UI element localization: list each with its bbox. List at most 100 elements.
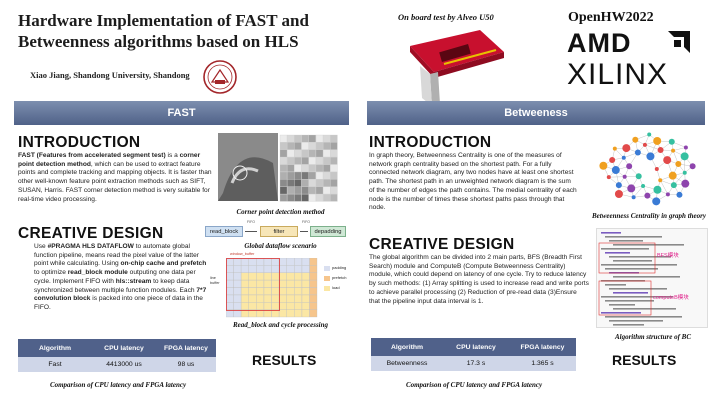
graph-node <box>668 171 677 180</box>
buffer-cell <box>286 309 295 318</box>
amd-logo-text: AMD <box>567 28 632 58</box>
fast-creative-seg: to automate global function pipeline, me… <box>34 243 199 268</box>
table-cell: 4413000 us <box>92 357 156 372</box>
buffer-cell <box>256 294 264 303</box>
computeb-box <box>598 280 652 316</box>
fast-creative-pragma: #PRAGMA HLS DATAFLOW <box>47 243 134 250</box>
graph-node <box>680 152 689 161</box>
buffer-cell <box>226 280 234 288</box>
pixel-cell <box>294 164 302 172</box>
pixel-cell <box>301 194 309 202</box>
buffer-cell <box>286 265 295 273</box>
code-line <box>601 248 649 250</box>
dataflow-diagram: read_block FIFO filter FIFO depadding <box>205 220 346 238</box>
buffer-cell <box>226 294 234 303</box>
table-header-row: Algorithm CPU latency FPGA latency <box>371 338 576 356</box>
fast-creative-seg: to optimize <box>34 269 68 277</box>
table-cell: Fast <box>18 357 92 372</box>
buffer-cell <box>294 272 302 281</box>
code-line <box>605 284 626 286</box>
fast-latency-table: Algorithm CPU latency FPGA latency Fast … <box>18 339 216 372</box>
graph-node <box>646 152 655 161</box>
dataflow-fifo-label: FIFO <box>302 220 310 224</box>
buffer-cell <box>309 302 318 310</box>
buffer-cell <box>286 280 295 288</box>
code-line <box>613 276 680 278</box>
graph-node <box>670 182 677 189</box>
buffer-cell <box>248 309 257 318</box>
table-cell: Betweenness <box>371 356 443 371</box>
network-graph-image <box>599 132 696 206</box>
fast-creative-seg: Use <box>34 243 48 250</box>
pixel-cell <box>279 194 288 202</box>
fast-creative-seg: is packed into one piece of data in the … <box>34 295 203 311</box>
table-header: Algorithm <box>18 339 92 357</box>
buffer-cell <box>226 302 234 310</box>
buffer-cell <box>233 309 242 318</box>
buffer-cell <box>256 258 264 266</box>
fast-intro-text: FAST (Features from accelerated segment … <box>18 152 218 204</box>
buffer-cell <box>271 302 280 310</box>
pixel-cell <box>294 134 302 143</box>
pixel-cell <box>308 149 316 158</box>
buffer-cell <box>301 265 310 273</box>
table-cell: 17.3 s <box>443 356 509 371</box>
pixel-cell <box>323 179 331 187</box>
pixel-cell <box>301 142 309 150</box>
bc-intro-heading: INTRODUCTION <box>369 134 492 151</box>
window-outline <box>226 258 280 311</box>
pixel-cell <box>294 157 302 165</box>
buffer-cell <box>263 287 272 295</box>
buffer-cell <box>248 302 257 310</box>
pixel-cell <box>287 171 295 180</box>
buffer-cell <box>256 280 264 288</box>
pixel-cell <box>279 149 288 158</box>
code-line <box>613 324 644 326</box>
pixel-cell <box>323 142 331 150</box>
fast-creative-heading: CREATIVE DESIGN <box>18 225 164 242</box>
code-listing-image: BFS模块 computeB模块 <box>596 228 708 328</box>
fast-creative-seg: to keep data synchronized between multip… <box>34 277 197 294</box>
fast-results-heading: RESULTS <box>252 352 317 368</box>
pixel-cell <box>315 149 324 158</box>
graph-caption: Betweenness Centrality in graph theory <box>592 212 706 220</box>
pixel-cell <box>315 179 324 187</box>
pixel-cell <box>301 149 309 158</box>
code-line <box>613 244 684 246</box>
graph-node <box>614 190 623 199</box>
readblock-diagram: window_buffer line buffer padding prefet… <box>210 252 350 318</box>
buffer-cell <box>286 302 295 310</box>
readblock-caption: Read_block and cycle processing <box>232 321 329 329</box>
pixel-cell <box>308 142 316 150</box>
buffer-cell <box>256 265 264 273</box>
buffer-cell <box>248 287 257 295</box>
pixel-cell <box>315 164 324 172</box>
graph-node <box>681 179 690 188</box>
buffer-cell <box>309 294 318 303</box>
legend-swatch-load <box>324 286 330 291</box>
fast-intro-rest: , which can be used to extract feature p… <box>18 160 212 203</box>
xilinx-logo-text: XILINX <box>567 58 669 91</box>
graph-node <box>599 161 608 170</box>
bc-intro-text: In graph theory, Betweenness Centrality … <box>369 152 577 212</box>
pixel-cell <box>330 171 338 180</box>
pixel-cell <box>294 142 302 150</box>
pixel-cell <box>301 164 309 172</box>
buffer-cell <box>309 309 318 318</box>
line-buffer-label: line buffer <box>210 276 220 285</box>
graph-node <box>665 192 670 197</box>
graph-node <box>683 145 688 150</box>
buffer-cell <box>256 302 264 310</box>
legend-swatch-prefetch <box>324 276 330 281</box>
buffer-cell <box>241 294 249 303</box>
pixel-cell <box>308 157 316 165</box>
pixel-cell <box>315 134 324 143</box>
buffer-cell <box>309 265 318 273</box>
fast-intro-join: is a <box>165 152 180 159</box>
pixel-cell <box>308 134 316 143</box>
bfs-module-label: BFS模块 <box>657 253 679 259</box>
buffer-cell <box>256 287 264 295</box>
buffer-cell <box>226 287 234 295</box>
pixel-cell <box>287 149 295 158</box>
pixel-cell <box>308 171 316 180</box>
